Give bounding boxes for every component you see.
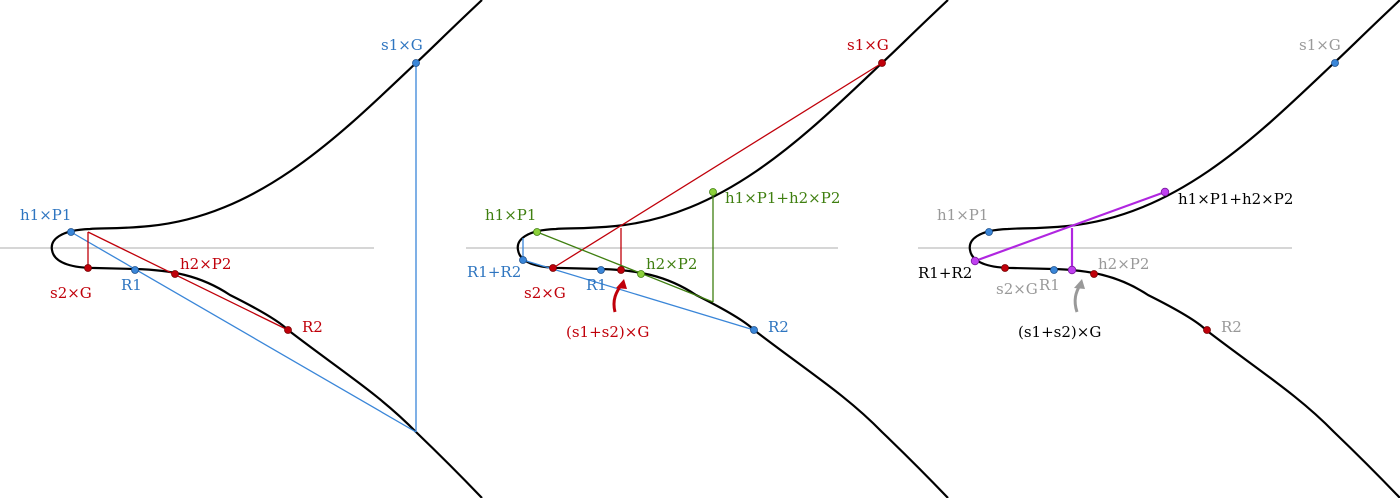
label: s1×G (381, 36, 423, 54)
label: s1×G (847, 36, 889, 54)
label: h1×P1+h2×P2 (725, 189, 840, 207)
curve (968, 0, 1400, 498)
label: R1+R2 (467, 263, 521, 281)
label: (s1+s2)×G (1018, 323, 1101, 341)
label: R2 (768, 318, 789, 336)
label: R1+R2 (918, 264, 972, 282)
label: R1 (586, 276, 607, 294)
label: h1×P1 (20, 206, 71, 224)
label: h2×P2 (1098, 255, 1149, 273)
label: h2×P2 (646, 255, 697, 273)
label: s2×G (996, 280, 1038, 298)
label: R1 (121, 276, 142, 294)
arrow-head (1074, 279, 1085, 289)
label: h2×P2 (180, 255, 231, 273)
purple-lines (974, 190, 1166, 270)
arrow-head (616, 279, 627, 289)
green-lines (536, 192, 714, 303)
panel-1: s1×G h1×P1 s2×G R1 h2×P2 R2 (0, 0, 484, 498)
label: h1×P1 (937, 206, 988, 224)
curve (50, 0, 484, 498)
label: s1×G (1299, 36, 1341, 54)
points (970, 59, 1339, 334)
blue-lines (70, 63, 417, 433)
points (67, 59, 420, 334)
label: (s1+s2)×G (566, 323, 649, 341)
red-lines (552, 62, 883, 270)
label: R2 (1221, 318, 1242, 336)
label: h1×P1 (485, 206, 536, 224)
arrow (1073, 284, 1082, 313)
label: R2 (302, 318, 323, 336)
label: R1 (1039, 276, 1060, 294)
red-lines (87, 231, 289, 331)
panel-3: s1×G h1×P1 h1×P1+h2×P2 R1+R2 s2×G R1 h2×… (918, 0, 1400, 498)
label: s2×G (50, 284, 92, 302)
label: h1×P1+h2×P2 (1178, 190, 1293, 208)
label: s2×G (524, 284, 566, 302)
panel-2: s1×G h1×P1 h1×P1+h2×P2 R1+R2 s2×G R1 h2×… (466, 0, 950, 498)
points (519, 59, 886, 334)
